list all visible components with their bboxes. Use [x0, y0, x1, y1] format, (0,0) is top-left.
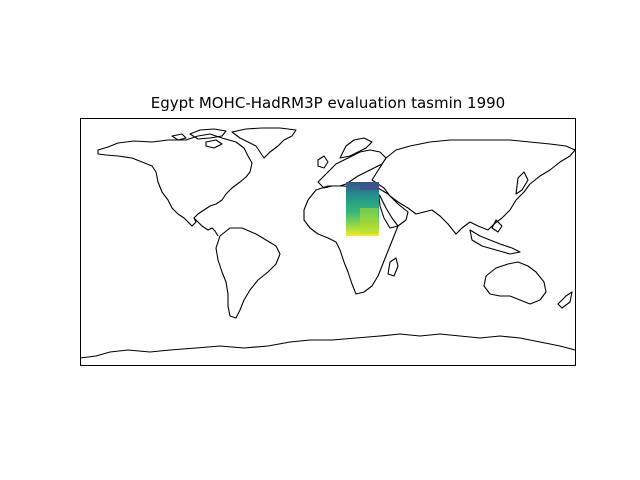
map-title: Egypt MOHC-HadRM3P evaluation tasmin 199… — [150, 94, 506, 112]
coastline-arabia — [377, 187, 409, 229]
coastline-north-america — [97, 133, 253, 227]
egypt-sea-cells — [360, 182, 379, 190]
coastline-se-asia-islands — [469, 219, 521, 255]
coastline-new-zealand — [557, 291, 573, 309]
coastline-greenland — [231, 127, 297, 159]
coastline-madagascar — [387, 257, 399, 277]
coastline-central-america — [193, 217, 219, 237]
coastline-south-america — [215, 227, 281, 319]
map-frame — [80, 118, 576, 366]
coastline-australia — [483, 261, 547, 305]
coastline-asia — [371, 139, 576, 235]
coastline-antarctica — [79, 333, 576, 359]
coastline-uk — [317, 155, 329, 169]
coastline-japan — [515, 171, 529, 195]
coastline-scandinavia — [339, 137, 373, 159]
egypt-warm-patch — [360, 208, 378, 234]
egypt-tasmin-overlay — [346, 182, 379, 236]
coastline-arctic-islands — [171, 128, 227, 149]
